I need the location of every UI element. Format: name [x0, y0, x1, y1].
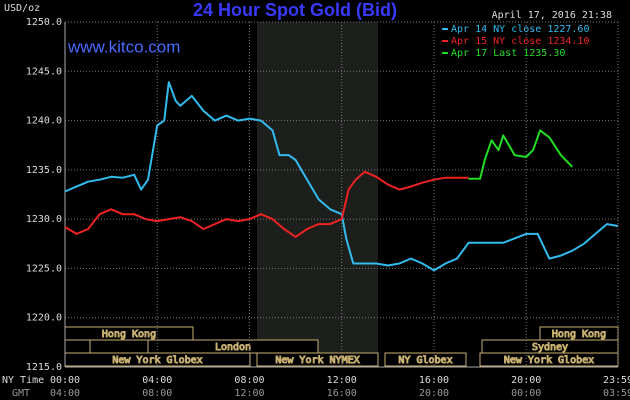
x-tick-label: 20:00	[511, 375, 541, 386]
session: New York NYMEX	[256, 352, 379, 367]
y-tick-label: 1250.0	[26, 17, 62, 28]
x2-axis-label: GMT	[12, 388, 30, 399]
x-tick-label: 12:00	[327, 375, 357, 386]
session-box	[64, 339, 91, 354]
x-axis-label: NY Time	[2, 375, 44, 386]
x2-tick-label: 08:00	[142, 388, 172, 399]
x2-tick-label: 00:00	[511, 388, 541, 399]
session: NY Globex	[384, 352, 467, 367]
session: Hong Kong	[539, 326, 619, 341]
x2-tick-label: 03:59	[603, 388, 630, 399]
legend-label: Apr 14 NY close 1227.60	[451, 24, 589, 35]
y-tick-label: 1230.0	[26, 214, 62, 225]
y-tick-label: 1220.0	[26, 313, 62, 324]
x2-tick-label: 12:00	[234, 388, 264, 399]
chart-title: 24 Hour Spot Gold (Bid)	[193, 0, 397, 20]
session-box	[256, 352, 379, 367]
session: New York Globex	[479, 352, 619, 367]
x-tick-label: 08:00	[234, 375, 264, 386]
x2-tick-label: 20:00	[419, 388, 449, 399]
x-tick-label: 23:59	[603, 375, 630, 386]
session: London	[147, 339, 319, 354]
series-line	[64, 170, 469, 238]
session: Hong Kong	[64, 326, 194, 341]
y-tick-label: 1235.0	[26, 165, 62, 176]
y-tick-label: 1225.0	[26, 263, 62, 274]
session-label: Hong Kong	[102, 329, 156, 340]
y-tick-label: 1240.0	[26, 116, 62, 127]
session-label: New York Globex	[112, 355, 202, 366]
session-box	[479, 352, 619, 367]
session-label: NY Globex	[398, 355, 452, 366]
session-box	[384, 352, 467, 367]
site-url: www.kitco.com	[67, 37, 180, 56]
x-tick-label: 16:00	[419, 375, 449, 386]
session: Sydney	[481, 339, 619, 354]
y-tick-label: 1215.0	[26, 362, 62, 373]
timestamp: April 17, 2016 21:38	[492, 10, 612, 21]
x2-tick-label: 16:00	[327, 388, 357, 399]
session-label: Sydney	[532, 342, 568, 353]
session-label: London	[215, 342, 251, 353]
y-tick-label: 1245.0	[26, 66, 62, 77]
session-label: New York Globex	[504, 355, 594, 366]
legend-label: Apr 15 NY close 1234.10	[451, 36, 589, 47]
y-axis-label: USD/oz	[4, 3, 40, 14]
series-line	[64, 81, 619, 272]
legend-label: Apr 17 Last 1235.30	[451, 48, 565, 59]
nymex-shading	[257, 22, 378, 367]
x-tick-label: 00:00	[50, 375, 80, 386]
session-label: Hong Kong	[552, 329, 606, 340]
x2-tick-label: 04:00	[50, 388, 80, 399]
x-tick-label: 04:00	[142, 375, 172, 386]
session-label: New York NYMEX	[275, 355, 359, 366]
series-line	[468, 129, 574, 180]
